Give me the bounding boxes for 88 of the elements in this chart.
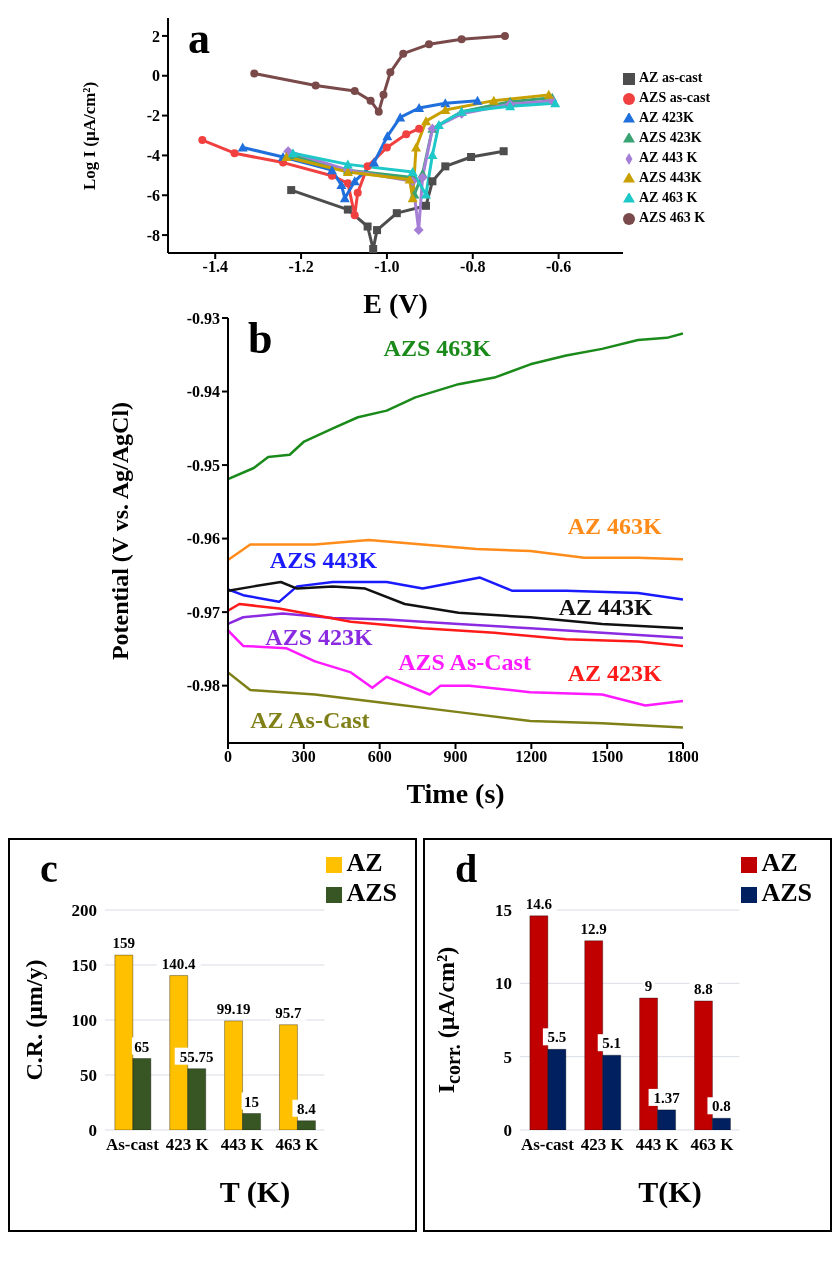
series-label: AZ 423K — [567, 659, 662, 687]
y-tick-label: 0 — [88, 1121, 97, 1141]
x-tick-label: 600 — [367, 748, 392, 766]
data-label: 1.37 — [653, 1089, 681, 1106]
legend-label: AZS 423K — [639, 130, 702, 145]
x-axis-title: T (K) — [219, 1175, 291, 1209]
y-tick-label: 50 — [80, 1066, 97, 1086]
y-tick-label: -6 — [146, 186, 160, 204]
data-label: 99.19 — [216, 1000, 251, 1017]
x-axis-title: T(K) — [638, 1175, 702, 1209]
series-label: AZS As-Cast — [398, 648, 531, 676]
x-tick-label: As-cast — [520, 1135, 575, 1155]
x-tick-label: 423 K — [165, 1135, 210, 1155]
legend-label: AZ — [761, 848, 798, 877]
chart-title: b — [248, 313, 273, 364]
x-tick-label: -0.6 — [545, 258, 572, 276]
y-axis-title: Potential (V vs. Ag/AgCl) — [106, 401, 134, 660]
x-axis-title: Time (s) — [406, 778, 505, 810]
legend-label: AZS — [761, 878, 812, 907]
x-tick-label: 443 K — [220, 1135, 265, 1155]
y-tick-label: -0.93 — [186, 309, 220, 327]
data-label: 9 — [644, 978, 653, 994]
data-label: 5.1 — [602, 1035, 622, 1052]
data-label: 5.5 — [547, 1029, 567, 1046]
legend-label: AZ — [346, 848, 383, 877]
y-tick-label: 0 — [152, 67, 160, 85]
x-tick-label: 1200 — [515, 748, 548, 766]
y-tick-label: -2 — [146, 107, 160, 125]
y-tick-label: 5 — [503, 1047, 512, 1067]
x-tick-label: -1.2 — [288, 258, 314, 276]
legend-label: AZ as-cast — [639, 70, 703, 85]
x-tick-label: As-cast — [105, 1135, 160, 1155]
series-label: AZS 443K — [269, 546, 378, 574]
data-label: 14.6 — [525, 895, 553, 912]
x-tick-label: 1500 — [591, 748, 624, 766]
series-label: AZ 443K — [558, 593, 653, 621]
data-label: 95.7 — [275, 1004, 303, 1021]
legend-label: AZS 443K — [639, 170, 702, 185]
legend-label: AZ 443 K — [639, 150, 698, 165]
y-tick-label: -4 — [146, 147, 160, 165]
y-tick-label: 15 — [495, 901, 512, 921]
legend-label: AZS 463 K — [639, 210, 706, 225]
y-tick-label: 0 — [503, 1121, 512, 1141]
x-tick-label: -0.8 — [460, 258, 486, 276]
x-tick-label: 423 K — [580, 1135, 625, 1155]
x-tick-label: 0 — [224, 748, 232, 766]
x-tick-label: -1.4 — [202, 258, 228, 276]
data-label: 140.4 — [161, 955, 197, 972]
x-axis-title: E (V) — [363, 288, 428, 320]
x-tick-label: 1800 — [667, 748, 699, 766]
y-tick-label: -8 — [146, 226, 160, 244]
chart-title: a — [188, 13, 210, 64]
series-label: AZS 423K — [265, 623, 373, 651]
x-tick-label: -1.0 — [374, 258, 400, 276]
y-tick-label: 2 — [152, 27, 160, 45]
x-tick-label: 900 — [443, 748, 468, 766]
x-tick-label: 463 K — [690, 1135, 735, 1155]
legend-label: AZ 423K — [639, 110, 694, 125]
legend-label: AZS as-cast — [639, 90, 711, 105]
y-tick-label: 150 — [71, 956, 97, 976]
data-label: 65 — [134, 1038, 150, 1055]
data-label: 0.8 — [712, 1098, 731, 1115]
y-axis-title: C.R. (μm/y) — [20, 959, 48, 1081]
y-tick-label: -0.97 — [186, 603, 220, 621]
series-label: AZ As-Cast — [250, 706, 370, 734]
data-label: 12.9 — [580, 920, 607, 937]
y-tick-label: -0.95 — [186, 456, 220, 474]
x-tick-label: 300 — [291, 748, 316, 766]
y-tick-label: 100 — [71, 1011, 97, 1031]
y-tick-label: 10 — [495, 974, 512, 994]
data-label: 55.75 — [179, 1048, 214, 1065]
legend-label: AZS — [346, 878, 397, 907]
data-label: 8.4 — [297, 1100, 317, 1117]
series-label: AZS 463K — [383, 334, 491, 362]
y-tick-label: -0.96 — [186, 530, 220, 548]
series-label: AZ 463K — [567, 512, 662, 540]
y-tick-label: 200 — [71, 901, 97, 921]
chart-title: c — [40, 845, 58, 892]
y-tick-label: -0.98 — [186, 677, 220, 695]
data-label: 8.8 — [694, 980, 713, 997]
y-tick-label: -0.94 — [186, 383, 220, 401]
x-tick-label: 443 K — [635, 1135, 680, 1155]
data-label: 159 — [112, 935, 136, 952]
y-axis-title: Log I (μA/cm²) — [80, 81, 100, 190]
legend-label: AZ 463 K — [639, 190, 698, 205]
chart-title: d — [455, 845, 478, 892]
x-tick-label: 463 K — [275, 1135, 320, 1155]
data-label: 15 — [244, 1093, 260, 1110]
